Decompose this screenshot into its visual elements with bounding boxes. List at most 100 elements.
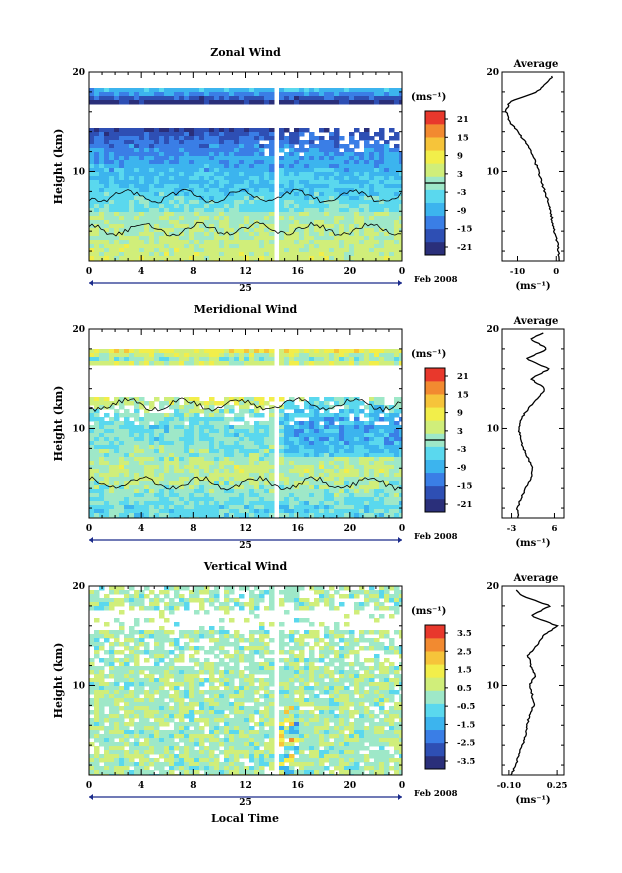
profile-title: Average (513, 316, 559, 327)
y-axis-label: Height (km) (52, 129, 65, 205)
day-span-arrow-left (89, 537, 93, 543)
profile-y-tick-label: 20 (486, 582, 499, 592)
x-tick-label: 8 (190, 267, 196, 277)
colorbar-tick-label: -9 (457, 463, 467, 473)
heatmap-field (89, 88, 402, 261)
panel-2: Meridional Wind 0 4 8 12 16 20 0 10 20 Height (km)… (52, 303, 565, 551)
day-span-arrow-right (398, 794, 402, 800)
x-tick-label: 12 (239, 267, 252, 277)
x-tick-label: 0 (399, 524, 405, 534)
profile-ticks (502, 71, 564, 252)
colorbar-swatch (425, 150, 445, 164)
x-tick-label: 0 (86, 524, 92, 534)
colorbar-swatch (425, 241, 445, 256)
local-time-axis-label: Local Time (211, 812, 279, 825)
colorbar-tick-label: 15 (457, 390, 469, 400)
colorbar-swatch (425, 137, 445, 151)
x-tick-label: 4 (138, 524, 144, 534)
colorbar-tick-label: 3.5 (457, 629, 472, 639)
profile-frame (501, 585, 565, 776)
x-tick-label: 8 (190, 524, 196, 534)
colorbar-frame (424, 624, 446, 770)
contour-line (89, 475, 402, 491)
x-tick-label: 12 (239, 781, 252, 791)
colorbar-tick-label: 21 (457, 115, 469, 125)
colorbar-tick-label: 3 (457, 170, 463, 180)
day-span-arrow-left (89, 280, 93, 286)
colorbar-swatch (425, 638, 445, 652)
colorbar-swatch (425, 407, 445, 421)
date-label: Feb 2008 (414, 532, 458, 542)
colorbar-unit-label: (ms⁻¹) (411, 92, 446, 103)
heatmap-field (89, 349, 402, 518)
colorbar-swatch (425, 485, 445, 500)
colorbar-tick-label: -3 (457, 445, 467, 455)
colorbar-swatch (425, 228, 445, 243)
day-label: 25 (239, 798, 252, 808)
profile-frame (501, 328, 565, 519)
colorbar-unit-label: (ms⁻¹) (411, 606, 446, 617)
x-tick-label: 16 (291, 267, 304, 277)
y-axis-label: Height (km) (52, 643, 65, 719)
colorbar-swatch (425, 446, 445, 460)
day-span-arrow-right (398, 280, 402, 286)
profile-line (504, 75, 561, 262)
colorbar-swatch (425, 742, 445, 757)
date-label: Feb 2008 (414, 789, 458, 799)
x-tick-label: 0 (86, 781, 92, 791)
colorbar-tick-label: -15 (457, 225, 472, 235)
day-label: 25 (239, 541, 252, 551)
x-tick-label: 0 (86, 267, 92, 277)
colorbar-swatch (425, 394, 445, 408)
profile-title: Average (513, 573, 559, 584)
profile-unit-label: (ms⁻¹) (515, 281, 550, 292)
y-tick-label: 20 (72, 582, 85, 592)
colorbar-swatch (425, 124, 445, 138)
colorbar-swatch (425, 202, 445, 217)
colorbar-tick-label: 21 (457, 372, 469, 382)
profile-x-tick-label: 6 (552, 524, 558, 534)
colorbar-swatch (425, 729, 445, 744)
y-tick-label: 20 (72, 325, 85, 335)
colorbar-swatch (425, 625, 445, 639)
x-tick-label: 12 (239, 524, 252, 534)
colorbar-swatch (425, 664, 445, 678)
colorbar-swatch (425, 381, 445, 395)
colorbar-swatch (425, 111, 445, 125)
profile-line (510, 589, 559, 776)
colorbar-swatch (425, 703, 445, 717)
colorbar-tick-label: -3 (457, 188, 467, 198)
colorbar-swatch (425, 189, 445, 203)
profile-y-tick-label: 10 (486, 424, 499, 434)
panel-1: Zonal Wind 0 4 8 12 16 20 0 10 20 Height (km) 25 Feb… (52, 46, 565, 294)
colorbar-swatch (425, 215, 445, 230)
colorbar-tick-label: -21 (457, 500, 472, 510)
profile-y-tick-label: 20 (486, 325, 499, 335)
day-span-arrow-right (398, 537, 402, 543)
profile-x-tick-label: 0 (553, 267, 559, 277)
colorbar-swatch (425, 690, 445, 704)
y-tick-label: 10 (72, 167, 85, 177)
colorbar-swatch (425, 716, 445, 731)
profile-x-tick-label: 0.25 (547, 781, 568, 791)
day-label: 25 (239, 284, 252, 294)
colorbar-tick-label: -1.5 (457, 720, 475, 730)
colorbar-swatch (425, 420, 445, 434)
panel-title: Meridional Wind (194, 303, 298, 316)
contour-line (89, 221, 402, 237)
colorbar-tick-label: 9 (457, 152, 463, 162)
profile-title: Average (513, 59, 559, 70)
colorbar-tick-label: -3.5 (457, 757, 475, 767)
colorbar-tick-label: -2.5 (457, 739, 475, 749)
colorbar-tick-label: 9 (457, 409, 463, 419)
colorbar-swatch (425, 472, 445, 487)
x-tick-label: 20 (344, 267, 357, 277)
colorbar-swatch (425, 459, 445, 474)
colorbar-tick-label: 2.5 (457, 647, 472, 657)
colorbar-tick-label: 15 (457, 133, 469, 143)
colorbar-unit-label: (ms⁻¹) (411, 349, 446, 360)
axis-ticks (88, 328, 403, 518)
y-tick-label: 10 (72, 681, 85, 691)
x-tick-label: 20 (344, 524, 357, 534)
y-axis-label: Height (km) (52, 386, 65, 462)
